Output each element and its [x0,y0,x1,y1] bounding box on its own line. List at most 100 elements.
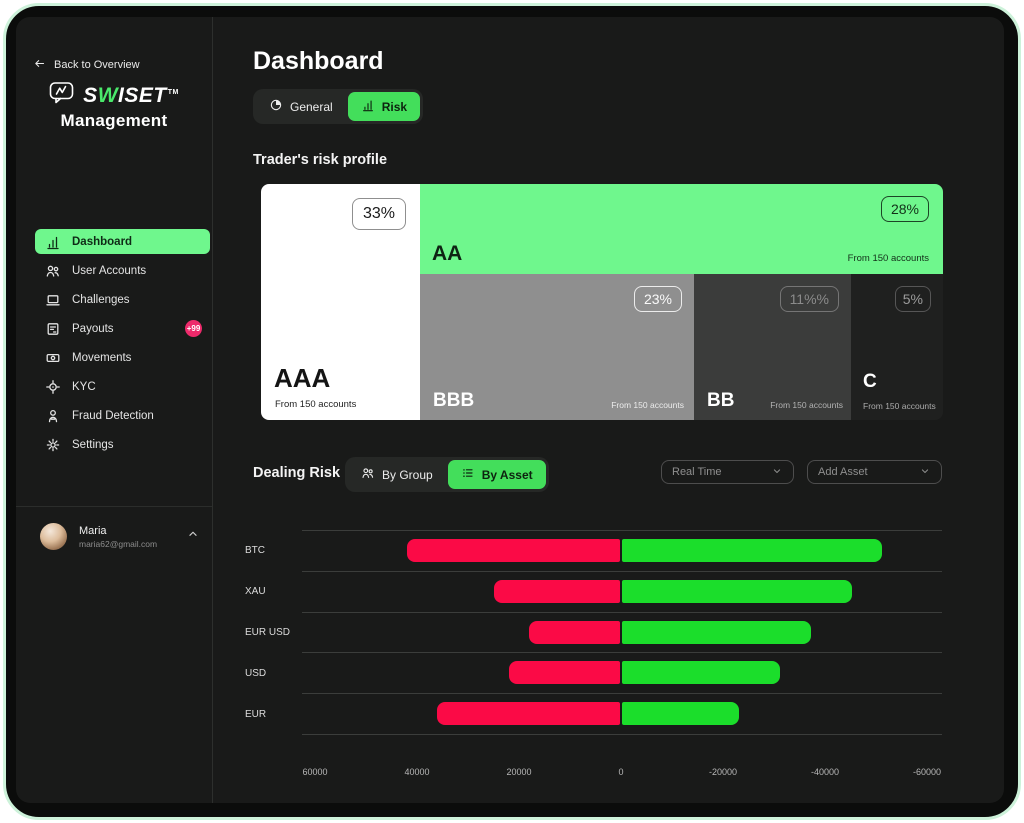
sidebar-item-label: Payouts [72,322,114,335]
laptop-icon [45,292,61,308]
arrow-left-icon [33,57,46,73]
sidebar-item-dashboard[interactable]: Dashboard [35,229,210,254]
treemap-block-bbb[interactable]: 23% BBB From 150 accounts [420,274,694,420]
treemap-block-c[interactable]: 5% C From 150 accounts [851,274,943,420]
page-title: Dashboard [253,47,384,75]
sidebar-item-label: Settings [72,438,114,451]
bar-chart-icon [361,98,375,115]
sidebar-item-kyc[interactable]: KYC [35,374,210,399]
chart-category-label: XAU [245,586,266,598]
brand-bubble-icon [49,81,76,110]
block-note: From 150 accounts [770,400,843,410]
user-email: maria62@gmail.com [79,538,158,549]
x-axis-tick: 60000 [302,767,328,777]
chart-gridline [302,611,942,613]
main-content: Dashboard General Risk Trader's risk pro… [213,17,1004,803]
block-name: BBB [433,390,475,411]
gear-icon [45,437,61,453]
sidebar-item-movements[interactable]: Movements [35,345,210,370]
x-axis-tick: -20000 [708,767,738,777]
toggle-by-asset[interactable]: By Asset [447,460,546,489]
bar-eur-usd-positive[interactable] [529,620,620,644]
sidebar-item-label: User Accounts [72,264,147,277]
sidebar-item-fraud-detection[interactable]: Fraud Detection [35,403,210,428]
sidebar-item-challenges[interactable]: Challenges [35,287,210,312]
bar-btc-positive[interactable] [406,538,620,562]
chart-gridline [302,734,942,735]
sidebar-item-settings[interactable]: Settings [35,432,210,457]
avatar [40,523,67,550]
users-icon [45,263,61,279]
dealing-risk-chart [302,530,942,735]
bar-eur-positive[interactable] [437,702,620,726]
user-profile[interactable]: Maria maria62@gmail.com [40,523,200,550]
block-name: C [863,371,877,392]
block-name: AAA [274,363,331,393]
user-name: Maria [79,524,107,537]
pie-chart-icon [269,98,283,115]
banknote-icon [45,350,61,366]
back-label: Back to Overview [54,59,140,71]
add-asset-select[interactable]: Add Asset [807,460,942,484]
chart-category-label: USD [245,667,267,679]
bar-usd-positive[interactable] [508,661,620,685]
percent-badge: 23% [633,286,682,312]
risk-profile-treemap: 33% AAA From 150 accounts 28% AA From 15… [261,184,943,420]
sidebar-divider [16,506,212,507]
treemap-block-aa[interactable]: 28% AA From 150 accounts [420,184,943,274]
treemap-block-aaa[interactable]: 33% AAA From 150 accounts [261,184,420,420]
users-icon [361,466,375,483]
sidebar: Back to Overview SWISETTM Management Das… [16,17,213,803]
bar-chart-icon [45,234,61,250]
brand-logo: SWISETTM Management [16,81,212,131]
notification-badge: +99 [185,320,202,337]
brand-name: SWISETTM [83,83,179,107]
tab-risk[interactable]: Risk [347,92,421,121]
chart-gridline [302,570,942,572]
percent-badge: 11%% [779,286,839,312]
trademark: TM [167,88,179,96]
x-axis-tick: 0 [618,767,624,777]
treemap-block-bb[interactable]: 11%% BB From 150 accounts [694,274,851,420]
toggle-by-group[interactable]: By Group [348,460,446,489]
chart-gridline [302,693,942,695]
risk-profile-title: Trader's risk profile [253,152,388,168]
sidebar-item-label: KYC [72,380,96,393]
realtime-select[interactable]: Real Time [661,460,794,484]
chart-x-axis: 60000 40000 20000 0 -20000 -40000 -60000 [302,767,942,779]
invoice-icon [45,321,61,337]
app-panel: Back to Overview SWISETTM Management Das… [16,17,1004,803]
back-to-overview-link[interactable]: Back to Overview [33,57,140,73]
chart-category-label: EUR [245,708,267,720]
chevron-down-icon [771,465,783,480]
percent-badge: 5% [894,286,931,312]
block-note: From 150 accounts [611,400,684,410]
list-icon [461,466,475,483]
bar-xau-positive[interactable] [493,579,620,603]
sidebar-item-label: Dashboard [72,235,133,248]
bar-eur-usd-negative[interactable] [622,620,811,644]
sidebar-item-payouts[interactable]: Payouts +99 [35,316,210,341]
block-name: AA [432,242,463,265]
sidebar-nav: Dashboard User Accounts Challenges Payouts +… [16,229,212,461]
sidebar-item-label: Movements [72,351,132,364]
chart-gridline [302,530,942,531]
bar-btc-negative[interactable] [622,538,883,562]
chevron-down-icon [919,465,931,480]
dealing-risk-title: Dealing Risk [253,465,341,481]
x-axis-tick: -40000 [810,767,840,777]
x-axis-tick: 40000 [404,767,430,777]
chart-gridline [302,652,942,654]
bar-usd-negative[interactable] [622,661,781,685]
bar-xau-negative[interactable] [622,579,852,603]
x-axis-tick: -60000 [912,767,942,777]
sidebar-item-label: Challenges [72,293,130,306]
dashboard-tabs: General Risk [253,89,424,124]
sidebar-item-user-accounts[interactable]: User Accounts [35,258,210,283]
block-note: From 150 accounts [863,401,936,411]
block-note: From 150 accounts [275,399,357,410]
tab-general[interactable]: General [256,92,346,121]
bar-eur-negative[interactable] [622,702,740,726]
block-name: BB [707,390,735,411]
block-note: From 150 accounts [847,253,929,264]
